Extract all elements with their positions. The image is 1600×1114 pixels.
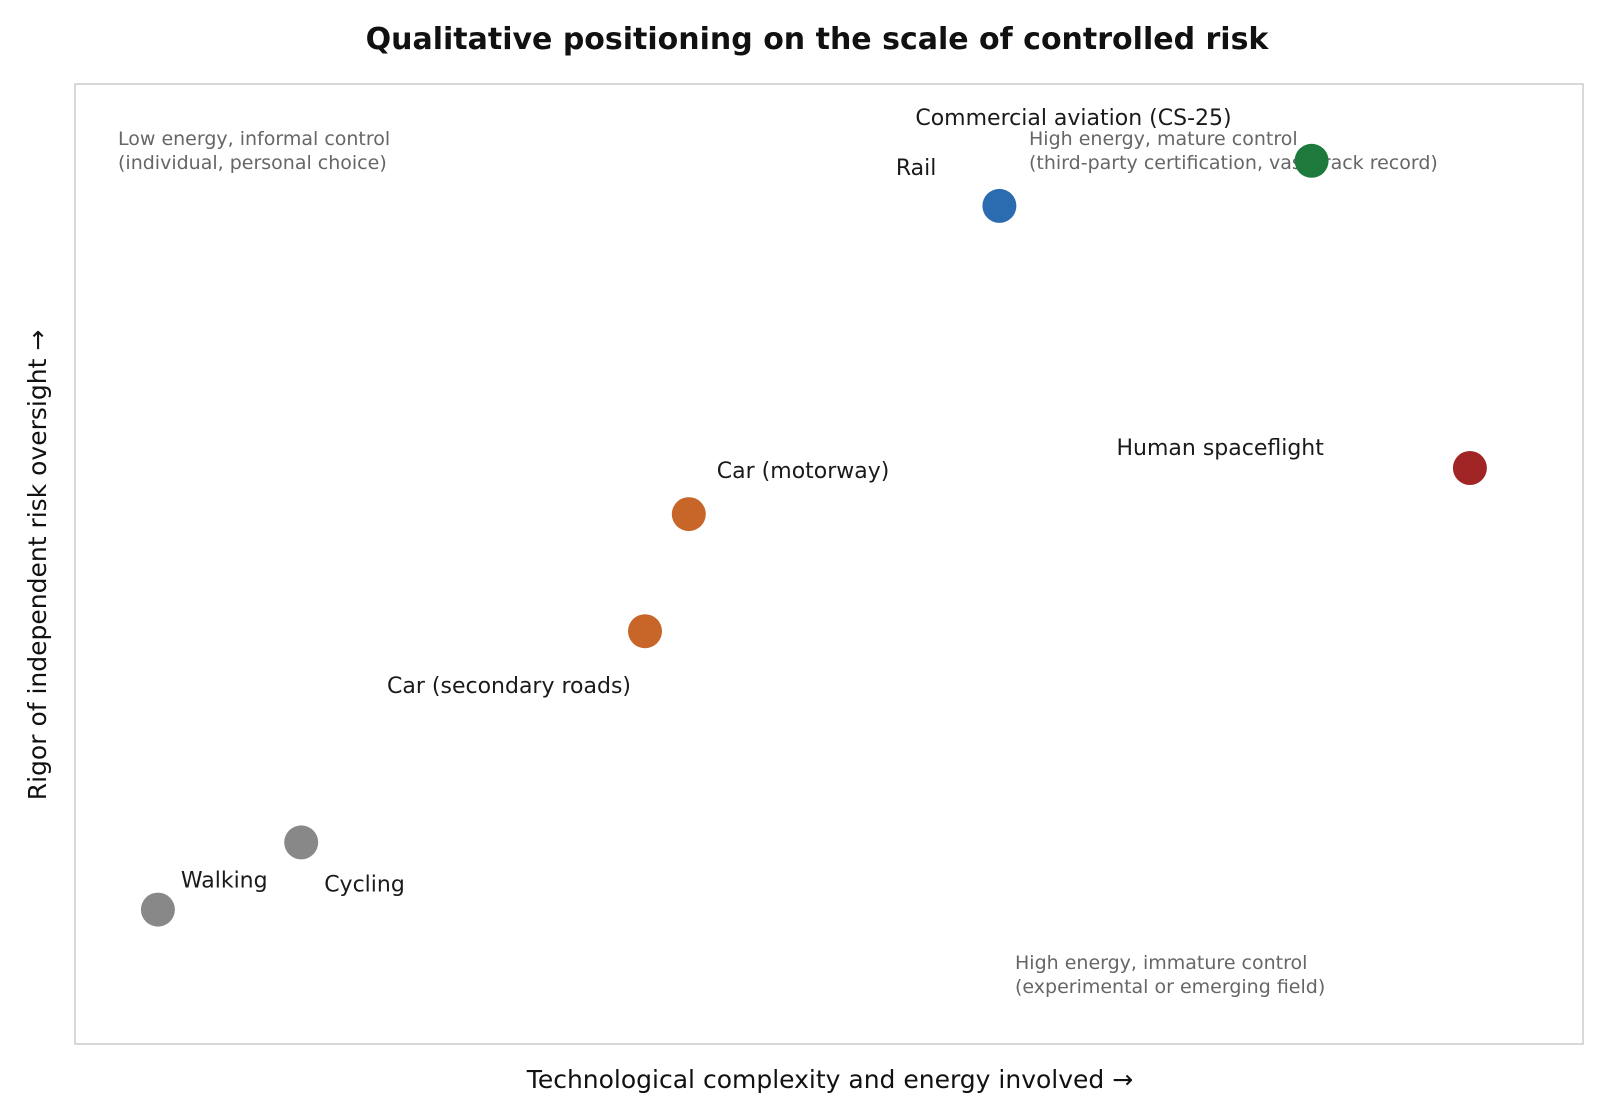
point-car-motorway: [671, 497, 706, 532]
data-points: [140, 143, 1487, 927]
label-walking: Walking: [181, 869, 268, 894]
region-note-1: Low energy, informal control (individual,…: [118, 128, 390, 174]
region-notes: Low energy, informal control (individual,…: [118, 128, 1438, 998]
chart-title: Qualitative positioning on the scale of …: [366, 22, 1270, 57]
region-note-2: High energy, mature control (third-party …: [1029, 128, 1438, 174]
point-cycling: [284, 825, 319, 860]
label-rail: Rail: [896, 156, 937, 181]
region-note-1-line-2: (individual, personal choice): [118, 152, 387, 174]
point-rail: [982, 188, 1017, 223]
region-note-3: High energy, immature control (experiment…: [1015, 952, 1325, 998]
plot-frame: [74, 83, 1584, 1045]
region-note-3-line-1: High energy, immature control: [1015, 952, 1307, 974]
y-axis-label: Rigor of independent risk oversight →: [23, 330, 52, 801]
point-commercial-aviation-cs-25: [1294, 143, 1329, 178]
region-note-2-line-1: High energy, mature control: [1029, 128, 1298, 150]
point-car-secondary-roads: [628, 614, 662, 649]
label-cycling: Cycling: [324, 872, 405, 897]
label-car-secondary-roads: Car (secondary roads): [387, 674, 631, 699]
region-note-3-line-2: (experimental or emerging field): [1015, 976, 1325, 998]
label-human-spaceflight: Human spaceflight: [1117, 436, 1325, 461]
point-human-spaceflight: [1452, 451, 1487, 485]
x-axis-label: Technological complexity and energy invo…: [526, 1065, 1133, 1094]
label-commercial-aviation-cs-25: Commercial aviation (CS-25): [915, 106, 1231, 131]
region-note-1-line-1: Low energy, informal control: [118, 128, 390, 150]
point-walking: [140, 892, 175, 927]
region-note-2-line-2: (third-party certification, vast track r…: [1029, 152, 1438, 174]
point-labels: Walking Cycling Car (secondary roads) Car (…: [181, 106, 1324, 898]
label-car-motorway: Car (motorway): [717, 459, 890, 484]
